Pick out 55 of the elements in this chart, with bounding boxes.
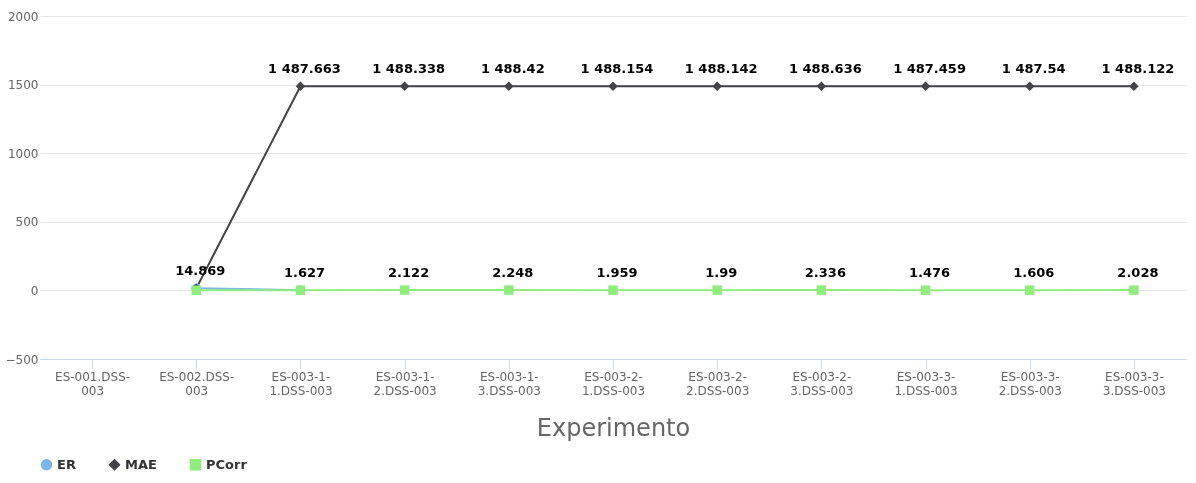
data-label: 1 488.122 <box>1101 61 1175 77</box>
point <box>920 81 931 92</box>
point <box>608 285 618 295</box>
data-label: 1 488.154 <box>580 61 654 77</box>
point <box>295 81 306 92</box>
data-label: 1 487.663 <box>268 61 341 77</box>
x-tick-label: ES-001.DSS-003 <box>55 369 131 398</box>
legend-label: MAE <box>125 456 157 472</box>
data-label: 2.336 <box>804 265 846 281</box>
x-axis-title: Experimento <box>536 413 691 442</box>
data-label: 1.606 <box>1013 265 1055 281</box>
x-tick-label: ES-003-3-2.DSS-003 <box>998 369 1062 398</box>
data-label: 1 488.636 <box>788 61 862 77</box>
x-tick-label: ES-003-1-3.DSS-003 <box>477 369 541 398</box>
point <box>1129 285 1139 295</box>
point <box>712 285 722 295</box>
legend-label: PCorr <box>206 456 248 472</box>
y-tick-label: 1000 <box>7 146 39 161</box>
x-tick-label: ES-003-2-1.DSS-003 <box>581 369 646 398</box>
point <box>1024 285 1035 295</box>
point <box>504 285 514 295</box>
data-label: 2.028 <box>1117 265 1159 281</box>
x-tick-label: ES-003-2-3.DSS-003 <box>790 369 854 398</box>
point <box>1129 81 1139 91</box>
point <box>399 285 410 295</box>
data-label: 1 487.54 <box>1001 61 1066 77</box>
point <box>712 81 722 91</box>
data-label: 1.99 <box>705 265 738 281</box>
point <box>920 285 931 295</box>
data-label: 1.627 <box>283 265 326 281</box>
point <box>399 81 410 91</box>
point <box>816 81 827 91</box>
data-label: 1 488.142 <box>684 61 758 77</box>
data-label: 2.122 <box>388 265 430 281</box>
y-tick-label: 1500 <box>7 78 39 93</box>
data-label: 1.959 <box>596 265 638 281</box>
data-label: 1 488.42 <box>480 61 545 77</box>
data-label: 1.476 <box>908 265 951 281</box>
y-tick-label: 0 <box>30 283 39 298</box>
data-label: 1 487.459 <box>893 61 966 77</box>
point <box>816 285 827 295</box>
legend-label: ER <box>57 456 76 472</box>
y-tick-label: −500 <box>5 352 39 367</box>
data-label: 1 488.338 <box>372 61 446 77</box>
x-tick-label: ES-003-1-1.DSS-003 <box>269 369 333 398</box>
x-tick-label: ES-003-3-1.DSS-003 <box>894 369 958 398</box>
data-label: 2.248 <box>492 265 534 281</box>
x-tick-label: ES-003-2-2.DSS-003 <box>686 369 750 398</box>
x-tick-label: ES-003-1-2.DSS-003 <box>373 369 437 398</box>
x-tick-label: ES-003-3-3.DSS-003 <box>1102 369 1166 398</box>
point <box>1024 81 1035 92</box>
y-tick-label: 500 <box>15 215 39 230</box>
point <box>504 81 514 91</box>
y-tick-label: 2000 <box>7 9 39 24</box>
x-tick-label: ES-002.DSS-003 <box>159 369 235 398</box>
